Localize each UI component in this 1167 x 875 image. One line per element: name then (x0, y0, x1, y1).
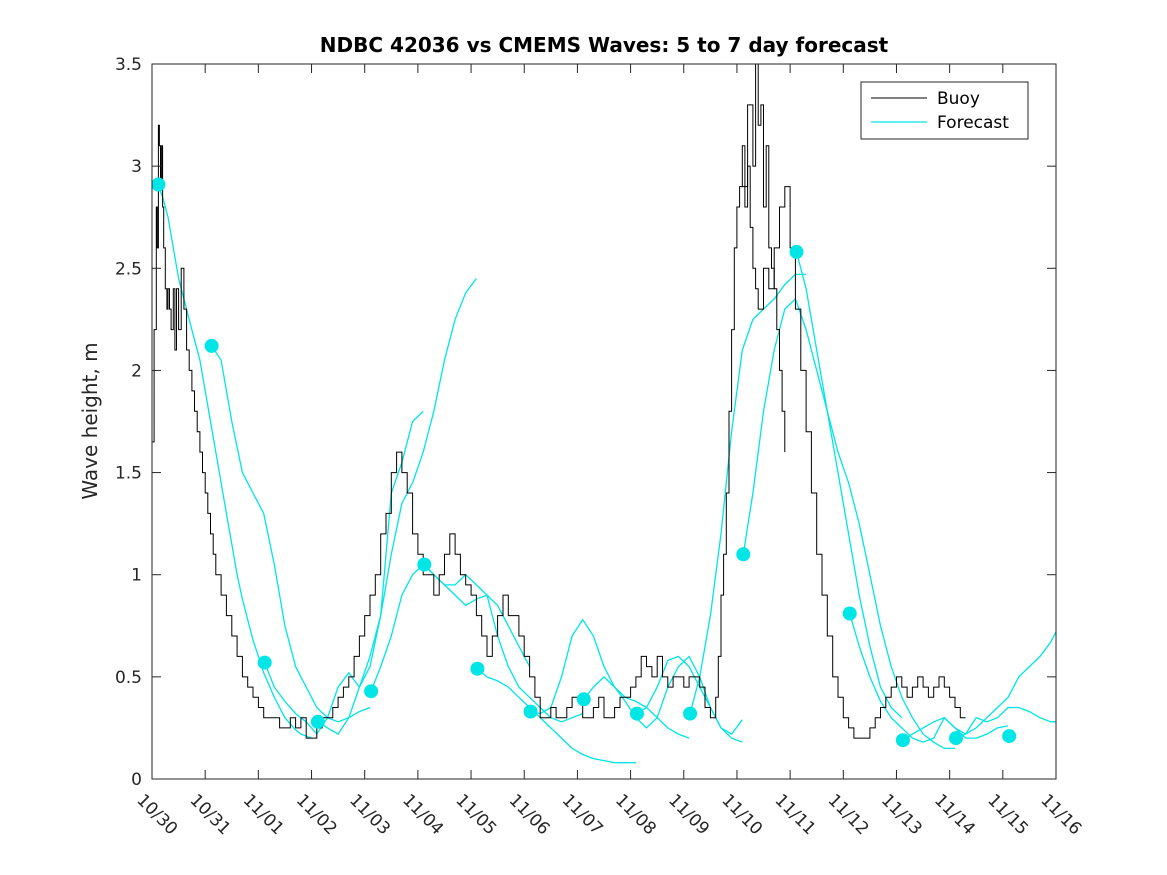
forecast-markers (151, 177, 1017, 748)
y-axis-label: Wave height, m (78, 342, 102, 499)
forecast-point (949, 731, 963, 746)
axes-box (151, 63, 1057, 780)
forecast-line-7 (476, 668, 636, 764)
y-tick-label: 0 (131, 770, 142, 790)
legend-label-forecast: Forecast (937, 113, 1009, 133)
forecast-point (364, 684, 379, 699)
legend: Buoy Forecast (860, 81, 1029, 140)
forecast-point (842, 606, 857, 621)
forecast-line-8 (530, 618, 690, 739)
forecast-line-4 (317, 278, 477, 735)
forecast-line-1 (156, 184, 312, 739)
y-tick-label: 3.5 (115, 55, 142, 75)
y-axis: 0 0.5 1 1.5 2 2.5 3 3.5 (115, 55, 1056, 790)
y-tick-label: 1 (131, 566, 142, 586)
forecast-point (789, 244, 804, 259)
forecast-line-12 (742, 297, 903, 719)
forecast-point (683, 706, 698, 721)
chart-title: NDBC 42036 vs CMEMS Waves: 5 to 7 day fo… (320, 33, 889, 57)
forecast-point (257, 655, 272, 670)
legend-box (860, 81, 1029, 140)
forecast-point (630, 706, 644, 721)
y-tick-label: 0.5 (115, 668, 142, 688)
forecast-line-2 (211, 345, 371, 723)
forecast-line-16 (955, 631, 1057, 739)
forecast-point (204, 338, 219, 353)
series-layer (152, 63, 1057, 764)
forecast-line-10 (636, 655, 743, 735)
forecast-line-13 (795, 251, 955, 750)
forecast-point (310, 714, 325, 729)
forecast-line-6 (423, 564, 583, 723)
legend-label-buoy: Buoy (937, 89, 980, 109)
forecast-line-11 (689, 273, 807, 714)
forecast-line-3 (264, 410, 424, 736)
forecast-point (470, 661, 485, 676)
forecast-point (523, 704, 538, 719)
forecast-point (736, 547, 751, 562)
plot-area (152, 64, 1056, 779)
buoy-line-peak (742, 63, 786, 453)
forecast-point (895, 733, 910, 748)
forecast-point (1002, 729, 1017, 744)
buoy-line (152, 124, 966, 739)
forecast-point (576, 692, 591, 707)
forecast-point (417, 557, 432, 572)
y-tick-label: 2 (131, 361, 142, 381)
y-tick-label: 3 (131, 157, 142, 177)
forecast-line-14 (849, 613, 1009, 743)
y-tick-label: 2.5 (115, 259, 142, 279)
y-tick-label: 1.5 (115, 464, 142, 484)
forecast-line-15 (902, 706, 1056, 741)
forecast-point (151, 177, 166, 192)
